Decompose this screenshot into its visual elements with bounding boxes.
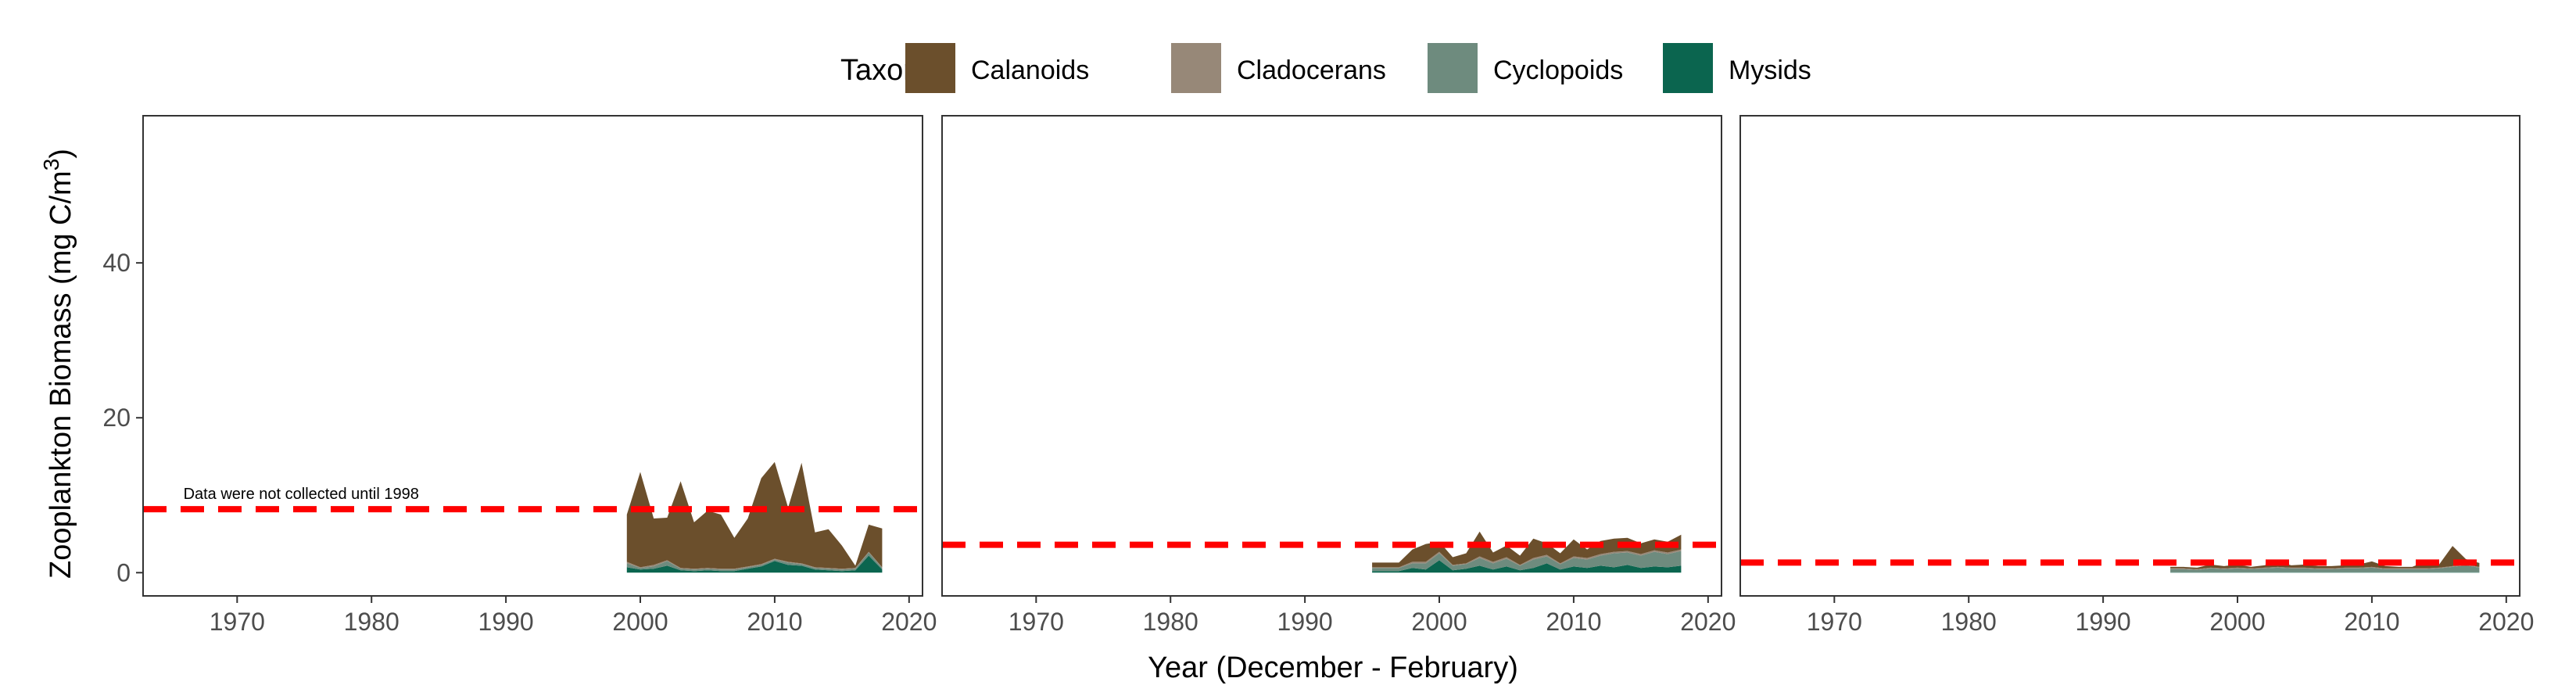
x-tick-label: 2000	[612, 608, 668, 636]
panel-1: Data were not collected until 1998 1970 19…	[102, 115, 937, 636]
x-tick-label: 1980	[344, 608, 399, 636]
area-calanoids	[626, 461, 883, 569]
x-tick-label: 1990	[2076, 608, 2131, 636]
x-tick-label: 2020	[2478, 608, 2534, 636]
legend-key-cyclopoids	[1428, 43, 1478, 93]
legend: Taxon Calanoids Cladocerans Cyclopoids Mysi…	[840, 43, 1811, 93]
area-cyclopoids	[2170, 565, 2480, 572]
x-tick-label: 2000	[2209, 608, 2265, 636]
legend-label-cyclopoids: Cyclopoids	[1493, 56, 1623, 85]
area-mysids	[2170, 572, 2480, 573]
y-axis-label: Zooplankton Biomass (mg C/m3)	[39, 149, 77, 579]
area-mysids	[626, 555, 883, 573]
area-cyclopoids	[1372, 551, 1682, 572]
x-tick-label: 2010	[2344, 608, 2399, 636]
x-tick-label: 1980	[1143, 608, 1198, 636]
y-tick-label: 40	[102, 249, 131, 277]
legend-label-mysids: Mysids	[1729, 56, 1811, 85]
y-axis-label-superscript: 3	[39, 159, 63, 171]
x-tick-label: 2020	[881, 608, 937, 636]
legend-key-mysids	[1663, 43, 1713, 93]
area-cladocerans	[626, 551, 883, 570]
x-tick-label: 1970	[1009, 608, 1064, 636]
panel-frame	[941, 115, 1722, 597]
x-axis-label: Year (December - February)	[1148, 651, 1518, 684]
x-tick-label: 1990	[478, 608, 534, 636]
y-tick-label: 20	[102, 404, 131, 432]
panel-2: 1970 1980 1990 2000 2010 2020	[941, 115, 1736, 636]
y-tick-label: 0	[116, 558, 131, 587]
x-tick-label: 2020	[1680, 608, 1736, 636]
area-mysids	[1372, 560, 1682, 573]
y-axis-label-close: )	[45, 149, 77, 159]
x-tick-label: 1990	[1277, 608, 1333, 636]
x-tick-label: 1980	[1941, 608, 1997, 636]
legend-label-cladocerans: Cladocerans	[1237, 56, 1386, 85]
x-tick-label: 1970	[210, 608, 265, 636]
legend-key-cladocerans	[1171, 43, 1221, 93]
area-cladocerans	[1372, 549, 1682, 569]
x-tick-label: 1970	[1807, 608, 1862, 636]
y-axis-label-text: Zooplankton Biomass (mg C/m	[45, 170, 77, 579]
annotation-text: Data were not collected until 1998	[184, 486, 419, 503]
panel-frame	[1739, 115, 2520, 597]
legend-label-calanoids: Calanoids	[971, 56, 1089, 85]
panel-frame	[142, 115, 923, 597]
area-calanoids	[1372, 531, 1682, 568]
area-calanoids	[2170, 546, 2480, 569]
area-cladocerans	[2170, 564, 2480, 570]
x-tick-label: 2010	[1546, 608, 1601, 636]
area-cyclopoids	[626, 552, 883, 572]
x-tick-label: 2000	[1411, 608, 1467, 636]
legend-key-calanoids	[905, 43, 955, 93]
x-tick-label: 2010	[747, 608, 802, 636]
panel-3: 1970 1980 1990 2000 2010 2020	[1739, 115, 2534, 636]
